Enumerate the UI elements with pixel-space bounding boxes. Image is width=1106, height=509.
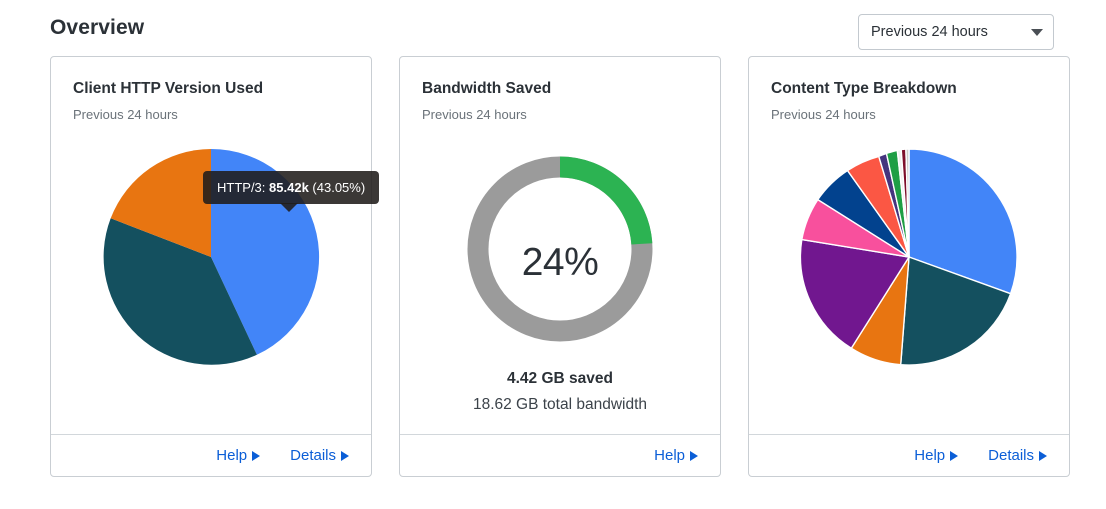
arrow-right-icon	[341, 450, 349, 461]
card-subtitle: Previous 24 hours	[422, 107, 527, 122]
card-header: Content Type Breakdown Previous 24 hours	[749, 57, 1069, 123]
help-link[interactable]: Help	[216, 447, 261, 464]
card-title: Bandwidth Saved	[422, 80, 552, 97]
donut-holder: 24%	[460, 149, 660, 349]
card-bandwidth-saved: Bandwidth Saved Previous 24 hours 24% 4.…	[399, 56, 721, 477]
page-title: Overview	[50, 16, 145, 39]
donut-value-arc[interactable]	[467, 156, 653, 342]
details-link-label: Details	[988, 447, 1034, 464]
arrow-right-icon	[950, 450, 959, 461]
arrow-right-icon	[252, 450, 261, 461]
card-client-http-version-used: Client HTTP Version Used Previous 24 hou…	[50, 56, 380, 477]
help-link-label: Help	[216, 447, 248, 464]
time-range-select[interactable]: Previous 24 hours	[858, 14, 1054, 50]
pie-svg	[799, 148, 1018, 366]
donut-chart-bandwidth-saved: 24% 4.42 GB saved 18.62 GB total bandwid…	[400, 123, 720, 414]
card-body: HTTP/3: 85.42k (43.05%)	[51, 123, 380, 434]
help-link[interactable]: Help	[654, 447, 698, 464]
chevron-down-icon	[1031, 28, 1043, 36]
pie-slice-12[interactable]	[905, 148, 910, 258]
card-grid: Client HTTP Version Used Previous 24 hou…	[50, 56, 1080, 481]
card-footer: Help Details	[749, 434, 1069, 476]
pie-svg	[103, 148, 320, 365]
donut-svg	[467, 156, 653, 342]
card-footer: Help Details	[51, 434, 371, 476]
pie-slice-http2[interactable]	[103, 218, 257, 365]
pie-slice-4[interactable]	[799, 238, 911, 350]
help-link[interactable]: Help	[914, 447, 959, 464]
pie-slice-1[interactable]	[908, 148, 1018, 295]
bandwidth-saved-value: 4.42 GB saved	[507, 370, 613, 387]
card-subtitle: Previous 24 hours	[73, 107, 178, 122]
help-link-label: Help	[654, 447, 685, 464]
pie-slice-http11[interactable]	[110, 149, 211, 257]
card-body: 24% 4.42 GB saved 18.62 GB total bandwid…	[400, 123, 720, 434]
card-title: Content Type Breakdown	[771, 80, 957, 97]
page-header: Overview Previous 24 hours	[50, 8, 1068, 50]
bandwidth-total-value: 18.62 GB total bandwidth	[472, 396, 648, 413]
pie-slice-2[interactable]	[899, 256, 1012, 366]
donut-center-percent: 24%	[521, 241, 599, 284]
details-link[interactable]: Details	[290, 447, 349, 464]
pie-chart-content-type[interactable]	[749, 123, 1069, 434]
help-link-label: Help	[914, 447, 946, 464]
card-subtitle: Previous 24 hours	[771, 107, 876, 122]
pie-chart-http-version[interactable]	[51, 123, 371, 434]
arrow-right-icon	[690, 450, 698, 461]
card-header: Bandwidth Saved Previous 24 hours	[400, 57, 720, 123]
card-header: Client HTTP Version Used Previous 24 hou…	[51, 57, 371, 123]
card-title: Client HTTP Version Used	[73, 80, 264, 97]
card-footer: Help	[400, 434, 720, 476]
card-content-type-breakdown: Content Type Breakdown Previous 24 hours	[748, 56, 1070, 477]
details-link-label: Details	[290, 447, 336, 464]
arrow-right-icon	[1039, 450, 1047, 461]
time-range-select-label: Previous 24 hours	[871, 24, 988, 40]
card-body	[749, 123, 1069, 434]
details-link[interactable]: Details	[988, 447, 1047, 464]
